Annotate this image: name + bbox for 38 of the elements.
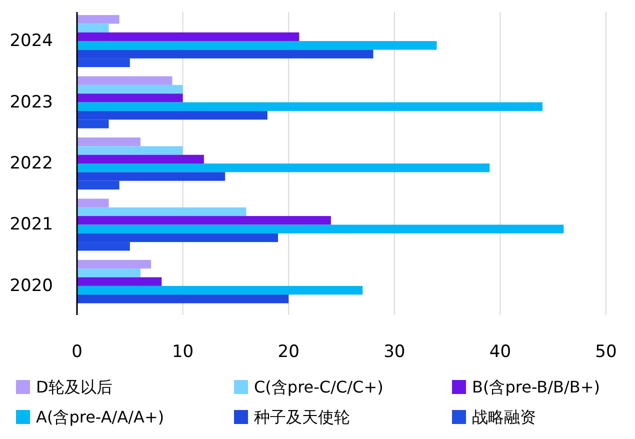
bar [77, 268, 140, 278]
bar [77, 94, 183, 102]
bar [77, 224, 564, 234]
x-tick-label: 0 [72, 342, 82, 362]
bar [77, 216, 331, 225]
bar [77, 277, 162, 286]
y-tick-label: 2024 [10, 31, 53, 52]
legend-label: D轮及以后 [36, 378, 112, 396]
bar [77, 84, 183, 94]
y-tick-label: 2020 [10, 276, 53, 296]
legend-label: B(含pre-B/B/B+) [472, 378, 600, 396]
bar [77, 294, 289, 304]
legend-label: A(含pre-A/A/A+) [36, 408, 164, 426]
legend-label: 战略融资 [472, 408, 536, 426]
bar [77, 260, 152, 269]
bar [77, 76, 172, 85]
bar [77, 154, 204, 164]
legend-label: C(含pre-C/C/C+) [254, 378, 384, 396]
bar [77, 198, 109, 208]
bar [77, 164, 490, 172]
y-tick-label: 2021 [10, 214, 53, 235]
x-tick-label: 50 [595, 342, 617, 362]
y-tick-label: 2023 [10, 92, 53, 112]
bar [77, 24, 109, 32]
bar [77, 146, 183, 155]
bar [77, 15, 120, 24]
x-tick-label: 40 [489, 342, 512, 362]
bar [77, 102, 543, 111]
x-tick-label: 30 [384, 342, 406, 362]
legend-label: 种子及天使轮 [254, 408, 350, 426]
bar [77, 286, 363, 295]
x-tick-label: 20 [278, 342, 300, 362]
y-tick-label: 2022 [10, 154, 53, 174]
bar [77, 32, 300, 42]
bar [77, 41, 437, 50]
bar [77, 207, 246, 216]
bar [77, 137, 140, 146]
x-tick-label: 10 [172, 342, 194, 362]
